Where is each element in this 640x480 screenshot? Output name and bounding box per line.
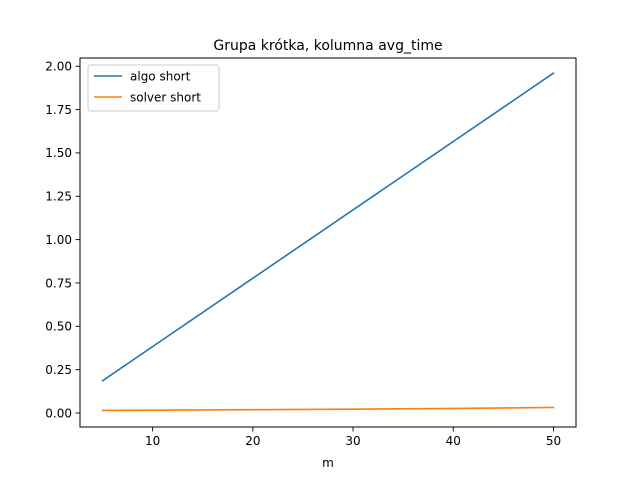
y-axis: 0.00 0.25 0.50 0.75 1.00 1.25 1.50 1.75 2.00 (45, 60, 80, 420)
plot-area (80, 58, 576, 427)
series-line-solver-short (101, 406, 555, 412)
y-tick-label: 0.00 (45, 406, 72, 420)
x-tick-label: 30 (345, 434, 360, 448)
x-axis-label: m (322, 456, 334, 470)
y-tick-label: 1.25 (45, 190, 72, 204)
y-tick-label: 1.75 (45, 103, 72, 117)
x-tick-label: 20 (245, 434, 260, 448)
y-tick-label: 0.75 (45, 276, 72, 290)
legend-label-algo-short: algo short (130, 69, 191, 83)
legend: algo short solver short (87, 64, 220, 112)
x-axis: 10 20 30 40 50 (145, 427, 561, 448)
y-tick-label: 1.50 (45, 146, 72, 160)
x-tick-label: 10 (145, 434, 160, 448)
y-tick-label: 0.50 (45, 320, 72, 334)
series-line-algo-short (101, 72, 555, 382)
y-tick-label: 0.25 (45, 363, 72, 377)
plot-frame (79, 57, 577, 428)
chart-title: Grupa krótka, kolumna avg_time (213, 38, 442, 54)
y-tick-label: 2.00 (45, 60, 72, 74)
y-tick-label: 1.00 (45, 233, 72, 247)
legend-label-solver-short: solver short (130, 90, 201, 104)
x-tick-label: 40 (446, 434, 461, 448)
series-layer (101, 72, 555, 412)
x-tick-label: 50 (546, 434, 561, 448)
